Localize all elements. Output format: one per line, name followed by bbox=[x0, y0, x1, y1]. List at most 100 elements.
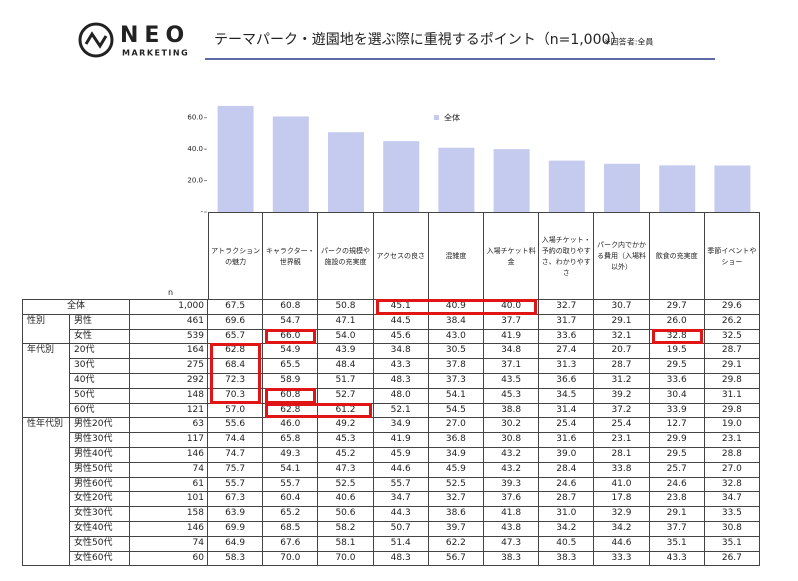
value-cell: 43.9 bbox=[318, 344, 374, 360]
value-cell: 50.6 bbox=[318, 507, 374, 522]
value-cell: 17.8 bbox=[594, 492, 650, 508]
value-cell: 43.3 bbox=[649, 551, 705, 567]
value-cell: 31.4 bbox=[539, 403, 595, 419]
value-cell: 25.4 bbox=[594, 418, 650, 434]
value-cell: 52.5 bbox=[318, 477, 374, 493]
bar bbox=[217, 105, 254, 212]
value-cell: 65.2 bbox=[263, 507, 319, 522]
row-label: 男性40代 bbox=[70, 448, 130, 463]
value-cell: 27.0 bbox=[428, 418, 484, 434]
value-cell: 36.6 bbox=[539, 374, 595, 389]
y-tick-label: - bbox=[200, 208, 203, 216]
row-label: 女性 bbox=[70, 329, 130, 345]
row-n: 146 bbox=[130, 448, 208, 463]
value-cell: 39.3 bbox=[484, 477, 540, 493]
value-cell: 58.1 bbox=[318, 536, 374, 552]
value-cell: 41.0 bbox=[594, 477, 650, 493]
bar bbox=[714, 165, 751, 212]
value-cell: 33.6 bbox=[649, 374, 705, 389]
bar bbox=[604, 163, 640, 212]
value-cell: 38.6 bbox=[428, 507, 484, 522]
value-cell: 41.9 bbox=[373, 433, 429, 448]
value-cell: 50.8 bbox=[318, 300, 374, 315]
value-cell: 62.8 bbox=[208, 344, 264, 360]
value-cell: 26.7 bbox=[704, 551, 760, 567]
value-cell: 37.3 bbox=[428, 374, 484, 389]
value-cell: 67.3 bbox=[208, 492, 264, 508]
value-cell: 39.2 bbox=[594, 388, 650, 404]
value-cell: 34.9 bbox=[373, 418, 429, 434]
value-cell: 38.4 bbox=[428, 314, 484, 330]
value-cell: 29.5 bbox=[649, 359, 705, 374]
value-cell: 51.4 bbox=[373, 536, 429, 552]
value-cell: 67.6 bbox=[263, 536, 319, 552]
value-cell: 74.4 bbox=[208, 433, 264, 448]
column-header: 入場チケット料金 bbox=[484, 212, 540, 300]
value-cell: 45.3 bbox=[484, 388, 540, 404]
row-label: 40代 bbox=[70, 374, 130, 389]
value-cell: 29.7 bbox=[649, 300, 705, 315]
value-cell: 32.7 bbox=[428, 492, 484, 508]
row-label: 50代 bbox=[70, 388, 130, 404]
value-cell: 30.2 bbox=[484, 418, 540, 434]
value-cell: 52.1 bbox=[373, 403, 429, 419]
value-cell: 33.9 bbox=[649, 403, 705, 419]
value-cell: 33.8 bbox=[594, 462, 650, 478]
row-label: 全体 bbox=[22, 300, 130, 315]
value-cell: 60.4 bbox=[263, 492, 319, 508]
highlight-box bbox=[210, 343, 262, 404]
value-cell: 37.1 bbox=[484, 359, 540, 374]
value-cell: 48.3 bbox=[373, 551, 429, 567]
value-cell: 31.6 bbox=[539, 433, 595, 448]
value-cell: 23.1 bbox=[594, 433, 650, 448]
row-label: 女性50代 bbox=[70, 536, 130, 552]
bar bbox=[438, 147, 475, 212]
value-cell: 72.3 bbox=[208, 374, 264, 389]
value-cell: 43.0 bbox=[428, 329, 484, 345]
value-cell: 45.2 bbox=[318, 448, 374, 463]
value-cell: 25.7 bbox=[649, 462, 705, 478]
value-cell: 34.8 bbox=[484, 344, 540, 360]
value-cell: 28.8 bbox=[704, 448, 760, 463]
row-n: 275 bbox=[130, 359, 208, 374]
highlight-box bbox=[265, 328, 317, 345]
value-cell: 28.7 bbox=[594, 359, 650, 374]
row-label: 20代 bbox=[70, 344, 130, 360]
value-cell: 58.9 bbox=[263, 374, 319, 389]
legend-label: 全体 bbox=[444, 113, 460, 123]
row-n: 121 bbox=[130, 403, 208, 419]
row-n: 74 bbox=[130, 536, 208, 552]
value-cell: 28.4 bbox=[539, 462, 595, 478]
note: ※回答者:全員 bbox=[604, 37, 653, 47]
value-cell: 32.7 bbox=[539, 300, 595, 315]
y-tick-label: 20.0 bbox=[187, 177, 203, 185]
value-cell: 26.0 bbox=[649, 314, 705, 330]
value-cell: 68.4 bbox=[208, 359, 264, 374]
value-cell: 48.0 bbox=[373, 388, 429, 404]
value-cell: 43.5 bbox=[484, 374, 540, 389]
value-cell: 65.7 bbox=[208, 329, 264, 345]
y-tick-label: 40.0 bbox=[187, 145, 203, 153]
value-cell: 62.2 bbox=[428, 536, 484, 552]
value-cell: 30.7 bbox=[594, 300, 650, 315]
value-cell: 34.8 bbox=[373, 344, 429, 360]
column-header: アトラクションの魅力 bbox=[208, 212, 264, 300]
value-cell: 47.1 bbox=[318, 314, 374, 330]
value-cell: 51.7 bbox=[318, 374, 374, 389]
highlight-box bbox=[265, 402, 372, 419]
column-header: 飲食の充実度 bbox=[649, 212, 705, 300]
value-cell: 34.5 bbox=[539, 388, 595, 404]
row-n: 164 bbox=[130, 344, 208, 360]
value-cell: 33.6 bbox=[539, 329, 595, 345]
value-cell: 28.1 bbox=[594, 448, 650, 463]
value-cell: 28.7 bbox=[539, 492, 595, 508]
column-header: キャラクター・世界観 bbox=[263, 212, 319, 300]
bar bbox=[493, 149, 530, 212]
value-cell: 67.5 bbox=[208, 300, 264, 315]
value-cell: 63.9 bbox=[208, 507, 264, 522]
value-cell: 24.6 bbox=[539, 477, 595, 493]
value-cell: 43.8 bbox=[484, 522, 540, 537]
row-label: 男性50代 bbox=[70, 462, 130, 478]
